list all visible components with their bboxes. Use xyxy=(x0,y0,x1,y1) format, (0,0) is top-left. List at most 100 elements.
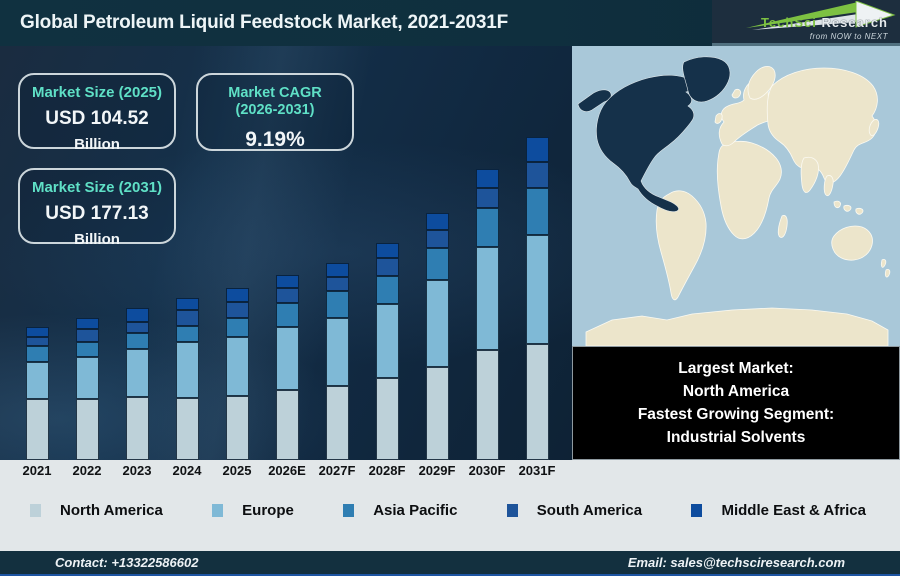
segment-asia-pacific xyxy=(275,303,299,327)
segment-north-america xyxy=(325,386,349,460)
segment-asia-pacific xyxy=(75,342,99,357)
bar-slot-2022 xyxy=(62,46,112,460)
x-axis-label-2025: 2025 xyxy=(222,463,252,478)
segment-north-america xyxy=(225,396,249,460)
segment-south-america xyxy=(275,288,299,303)
stat-box-market-size-2025: Market Size (2025) USD 104.52 Billion xyxy=(18,73,176,153)
stat-value: USD 177.13 xyxy=(45,203,149,224)
world-map xyxy=(572,46,900,347)
x-axis-label-2026e: 2026E xyxy=(268,463,306,478)
x-axis-label-2027f: 2027F xyxy=(318,463,356,478)
x-axis-label-2022: 2022 xyxy=(72,463,102,478)
stacked-bar-2030f xyxy=(475,169,499,460)
segment-asia-pacific xyxy=(525,188,549,235)
chart-panel: Market Size (2025) USD 104.52 Billion Ma… xyxy=(0,46,572,460)
callout-largest-market-value: North America xyxy=(682,383,790,400)
segment-middle-east-africa xyxy=(525,137,549,162)
bar-slot-2024 xyxy=(162,46,212,460)
segment-middle-east-africa xyxy=(125,308,149,322)
segment-asia-pacific xyxy=(125,333,149,349)
segment-asia-pacific xyxy=(475,208,499,247)
segment-middle-east-africa xyxy=(275,275,299,288)
axis-and-legend-strip: 2021 2022 2023 2024 2025 2026E 2027F 2028F 2029F… xyxy=(0,460,900,551)
stat-label: Market CAGR (2026-2031) xyxy=(198,85,352,119)
legend-item-asia-pacific: Asia Pacific xyxy=(343,502,457,519)
segment-south-america xyxy=(125,322,149,333)
legend-label-north-america: North America xyxy=(60,502,163,519)
map-asia xyxy=(766,67,878,184)
stacked-bar-2027f xyxy=(325,263,349,460)
map-europe xyxy=(718,78,785,147)
map-new-zealand xyxy=(880,258,891,278)
x-axis-label-2024: 2024 xyxy=(172,463,202,478)
legend-label-asia-pacific: Asia Pacific xyxy=(373,502,458,519)
callout-fastest-segment-value: Industrial Solvents xyxy=(666,429,806,446)
logo-brand-secondary: Research xyxy=(821,15,888,30)
bar-slot-2031f xyxy=(512,46,562,460)
header-bar: Global Petroleum Liquid Feedstock Market… xyxy=(0,0,900,46)
segment-asia-pacific xyxy=(325,291,349,318)
bar-slot-2025 xyxy=(212,46,262,460)
segment-europe xyxy=(75,357,99,399)
segment-middle-east-africa xyxy=(375,243,399,258)
stacked-bar-2026e xyxy=(275,275,299,460)
segment-north-america xyxy=(375,378,399,460)
legend-label-middle-east-africa: Middle East & Africa xyxy=(721,502,866,519)
stat-box-market-size-2031: Market Size (2031) USD 177.13 Billion xyxy=(18,168,176,248)
callout-largest-market-label: Largest Market: xyxy=(678,360,794,377)
segment-south-america xyxy=(225,302,249,318)
legend-label-south-america: South America xyxy=(536,502,643,519)
stacked-bar-2024 xyxy=(175,298,199,460)
footer-bar: Contact: +13322586602 Email: sales@techs… xyxy=(0,551,900,574)
segment-europe xyxy=(125,349,149,397)
legend-swatch-asia-pacific xyxy=(343,504,355,517)
segment-north-america xyxy=(75,399,99,460)
x-axis-label-2021: 2021 xyxy=(22,463,52,478)
callout-box: Largest Market: North America Fastest Gr… xyxy=(572,346,900,460)
bar-slot-2029f xyxy=(412,46,462,460)
x-axis-label-2031f: 2031F xyxy=(518,463,556,478)
footer-contact: Contact: +13322586602 xyxy=(55,555,199,570)
x-axis-label-2028f: 2028F xyxy=(368,463,406,478)
bar-slot-2026e xyxy=(262,46,312,460)
x-axis-label-2030f: 2030F xyxy=(468,463,506,478)
chart-legend: North America Europe Asia Pacific South Ame… xyxy=(0,502,900,519)
stacked-bar-2021 xyxy=(25,327,49,460)
map-highlight-greenland xyxy=(682,56,731,103)
legend-swatch-middle-east-africa xyxy=(691,504,703,517)
map-japan xyxy=(868,119,880,136)
segment-south-america xyxy=(475,188,499,208)
x-axis-labels: 2021 2022 2023 2024 2025 2026E 2027F 2028F 2029F… xyxy=(12,463,562,478)
segment-middle-east-africa xyxy=(475,169,499,188)
segment-asia-pacific xyxy=(225,318,249,337)
x-axis-label-2029f: 2029F xyxy=(418,463,456,478)
legend-label-europe: Europe xyxy=(242,502,294,519)
map-madagascar xyxy=(777,215,788,238)
segment-south-america xyxy=(325,277,349,291)
stacked-bar-2022 xyxy=(75,318,99,460)
bar-slot-2023 xyxy=(112,46,162,460)
map-uk xyxy=(714,113,723,124)
stacked-bar-2025 xyxy=(225,288,249,460)
map-southeast-asia xyxy=(823,175,834,197)
logo-wordmark: TechSci Research xyxy=(761,15,888,30)
logo-brand-primary: TechSci xyxy=(760,15,817,30)
segment-south-america xyxy=(175,310,199,326)
segment-europe xyxy=(325,318,349,386)
segment-asia-pacific xyxy=(375,276,399,304)
stacked-bar-2029f xyxy=(425,213,449,460)
legend-item-middle-east-africa: Middle East & Africa xyxy=(691,502,866,519)
segment-asia-pacific xyxy=(175,326,199,342)
segment-asia-pacific xyxy=(425,248,449,280)
segment-middle-east-africa xyxy=(175,298,199,310)
segment-south-america xyxy=(425,230,449,248)
stat-value: USD 104.52 xyxy=(45,108,149,129)
map-south-america xyxy=(655,190,707,301)
stat-box-market-cagr: Market CAGR (2026-2031) 9.19% xyxy=(196,73,354,151)
map-africa xyxy=(716,140,782,240)
segment-europe xyxy=(275,327,299,390)
page-title: Global Petroleum Liquid Feedstock Market… xyxy=(20,12,508,33)
map-indonesia xyxy=(833,200,864,215)
segment-south-america xyxy=(525,162,549,188)
